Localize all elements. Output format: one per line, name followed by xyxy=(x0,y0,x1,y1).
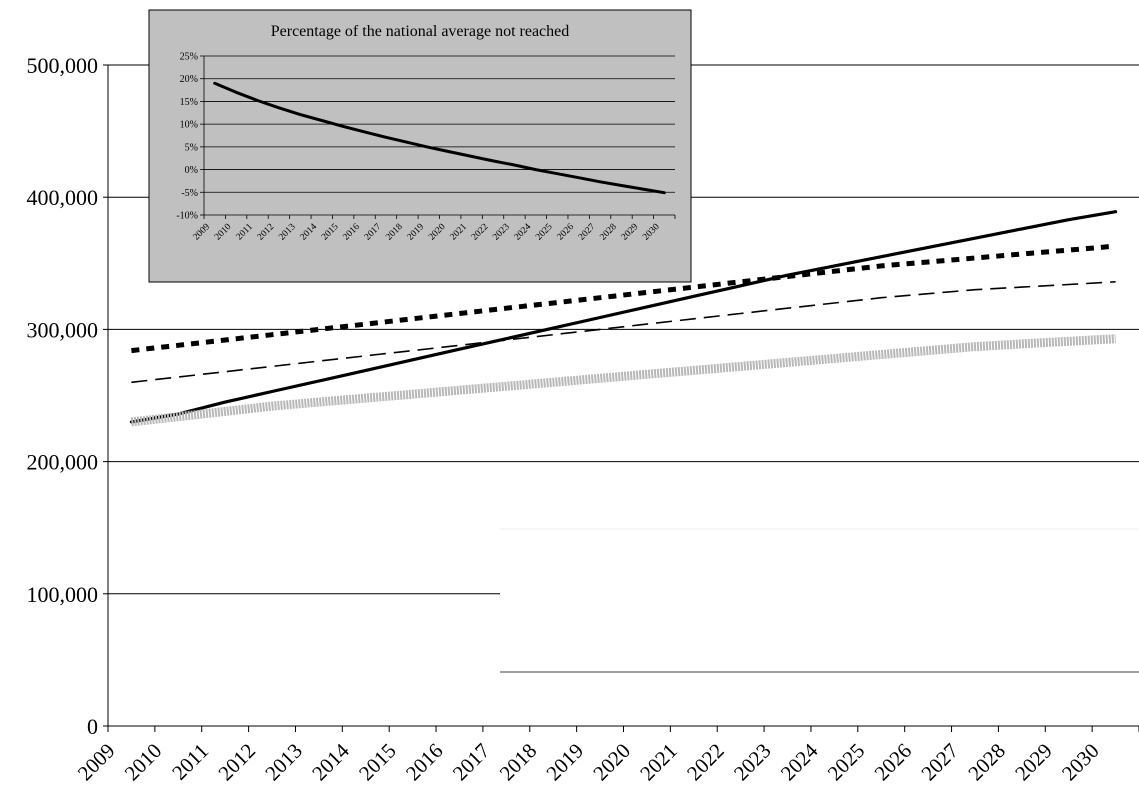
main-x-tick-label: 2009 xyxy=(73,739,120,786)
inset-chart-title: Percentage of the national average not r… xyxy=(271,23,570,40)
main-series-line-grey-band xyxy=(130,334,1116,427)
inset-y-tick-label: 20% xyxy=(180,74,198,85)
main-x-tick-label: 2024 xyxy=(776,738,823,785)
main-x-tick-label: 2013 xyxy=(260,739,307,786)
main-x-tick-label: 2027 xyxy=(916,739,963,786)
inset-y-tick-label: 15% xyxy=(180,97,198,108)
main-series-line-solid-thick xyxy=(129,210,1118,424)
main-x-tick-label: 2022 xyxy=(682,739,729,786)
main-x-tick-label: 2014 xyxy=(307,738,354,785)
main-y-tick-label: 100,000 xyxy=(27,582,99,607)
main-series-line-dotted-thick xyxy=(131,243,1116,354)
main-series-line-dashed xyxy=(131,281,1116,384)
main-y-tick-label: 0 xyxy=(87,714,98,739)
main-x-tick-label: 2017 xyxy=(448,739,495,786)
main-x-tick-label: 2011 xyxy=(167,739,213,785)
main-x-tick-label: 2029 xyxy=(1010,739,1057,786)
main-plot-patch xyxy=(500,529,1139,725)
main-x-tick-label: 2028 xyxy=(963,739,1010,786)
inset-y-tick-label: 0% xyxy=(185,165,198,176)
inset-y-tick-label: -5% xyxy=(181,188,198,199)
main-y-tick-label: 500,000 xyxy=(27,53,99,78)
inset-y-tick-label: 5% xyxy=(185,142,198,153)
main-x-tick-label: 2019 xyxy=(542,739,589,786)
main-x-tick-label: 2016 xyxy=(401,739,448,786)
main-x-tick-label: 2015 xyxy=(354,739,401,786)
main-x-tick-label: 2018 xyxy=(495,739,542,786)
main-x-tick-label: 2012 xyxy=(213,739,260,786)
main-x-tick-label: 2026 xyxy=(870,739,917,786)
main-x-tick-label: 2030 xyxy=(1057,739,1104,786)
main-y-tick-label: 300,000 xyxy=(27,317,99,342)
main-x-tick-label: 2010 xyxy=(120,739,167,786)
inset-series-line xyxy=(213,81,666,195)
main-y-tick-label: 400,000 xyxy=(27,185,99,210)
inset-y-tick-label: -10% xyxy=(176,211,198,222)
main-x-tick-label: 2021 xyxy=(635,739,682,786)
main-x-tick-label: 2023 xyxy=(729,739,776,786)
main-x-tick-label: 2020 xyxy=(588,739,635,786)
inset-y-tick-label: 25% xyxy=(180,52,198,63)
inset-y-tick-label: 10% xyxy=(180,120,198,131)
main-y-tick-label: 200,000 xyxy=(27,450,99,475)
main-x-tick-label: 2025 xyxy=(823,739,870,786)
